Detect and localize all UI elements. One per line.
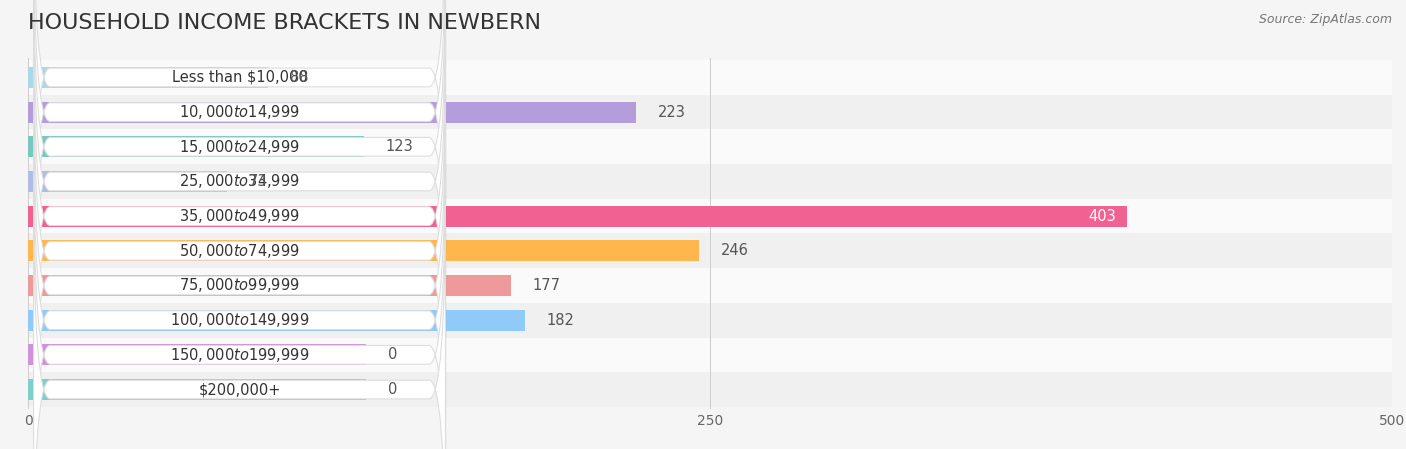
Bar bbox=[28, 129, 1392, 164]
Bar bbox=[28, 102, 637, 123]
Text: 246: 246 bbox=[721, 243, 749, 258]
FancyBboxPatch shape bbox=[34, 156, 446, 449]
Text: $50,000 to $74,999: $50,000 to $74,999 bbox=[179, 242, 299, 260]
Text: 88: 88 bbox=[290, 70, 308, 85]
Bar bbox=[28, 164, 1392, 199]
Bar bbox=[28, 240, 699, 261]
Text: $25,000 to $34,999: $25,000 to $34,999 bbox=[179, 172, 299, 190]
Bar bbox=[28, 206, 1128, 227]
Text: $10,000 to $14,999: $10,000 to $14,999 bbox=[179, 103, 299, 121]
Text: $200,000+: $200,000+ bbox=[198, 382, 281, 397]
Text: 177: 177 bbox=[533, 278, 561, 293]
Text: 182: 182 bbox=[547, 313, 574, 328]
Text: 73: 73 bbox=[249, 174, 267, 189]
FancyBboxPatch shape bbox=[34, 52, 446, 449]
FancyBboxPatch shape bbox=[34, 0, 446, 345]
FancyBboxPatch shape bbox=[34, 0, 446, 311]
Text: $75,000 to $99,999: $75,000 to $99,999 bbox=[179, 277, 299, 295]
Bar bbox=[28, 344, 367, 365]
Bar bbox=[28, 199, 1392, 233]
Text: $35,000 to $49,999: $35,000 to $49,999 bbox=[179, 207, 299, 225]
FancyBboxPatch shape bbox=[34, 0, 446, 380]
Text: 123: 123 bbox=[385, 139, 413, 154]
Bar bbox=[28, 136, 364, 157]
Bar bbox=[28, 372, 1392, 407]
Bar bbox=[28, 275, 510, 296]
Text: 0: 0 bbox=[388, 348, 398, 362]
Bar bbox=[28, 60, 1392, 95]
FancyBboxPatch shape bbox=[34, 191, 446, 449]
Text: HOUSEHOLD INCOME BRACKETS IN NEWBERN: HOUSEHOLD INCOME BRACKETS IN NEWBERN bbox=[28, 13, 541, 34]
FancyBboxPatch shape bbox=[34, 87, 446, 449]
Bar bbox=[28, 303, 1392, 338]
FancyBboxPatch shape bbox=[34, 0, 446, 276]
Text: 223: 223 bbox=[658, 105, 686, 119]
Text: $100,000 to $149,999: $100,000 to $149,999 bbox=[170, 311, 309, 329]
Text: Source: ZipAtlas.com: Source: ZipAtlas.com bbox=[1258, 13, 1392, 26]
Text: 403: 403 bbox=[1088, 209, 1116, 224]
Bar bbox=[28, 310, 524, 330]
Text: 0: 0 bbox=[388, 382, 398, 397]
Text: $15,000 to $24,999: $15,000 to $24,999 bbox=[179, 138, 299, 156]
Bar bbox=[28, 379, 367, 400]
Bar bbox=[28, 268, 1392, 303]
Bar bbox=[28, 171, 228, 192]
Text: Less than $10,000: Less than $10,000 bbox=[172, 70, 308, 85]
Bar bbox=[28, 67, 269, 88]
FancyBboxPatch shape bbox=[34, 18, 446, 415]
FancyBboxPatch shape bbox=[34, 122, 446, 449]
Bar bbox=[28, 338, 1392, 372]
Text: $150,000 to $199,999: $150,000 to $199,999 bbox=[170, 346, 309, 364]
Bar bbox=[28, 233, 1392, 268]
Bar bbox=[28, 95, 1392, 129]
